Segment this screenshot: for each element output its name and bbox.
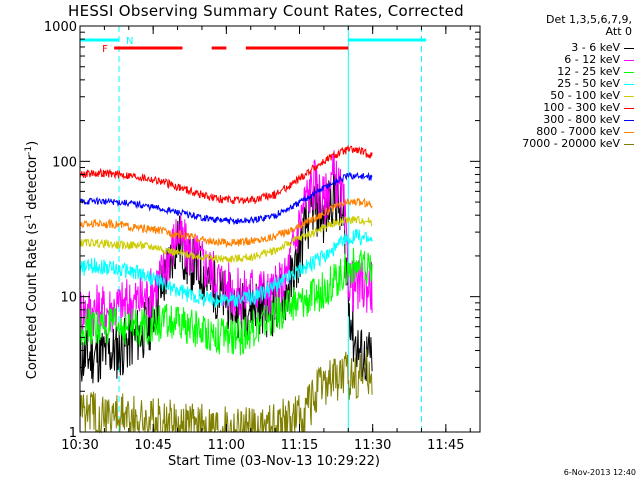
legend-swatch — [624, 95, 634, 97]
legend-swatch — [624, 83, 634, 85]
legend-item: 6 - 12 keV — [522, 54, 634, 66]
y-tick-label: 1000 — [44, 20, 77, 35]
legend-swatch — [624, 107, 634, 109]
legend-label: 7000 - 20000 keV — [522, 137, 620, 150]
series-line-8 — [79, 197, 373, 249]
y-tick-label: 1 — [69, 426, 77, 441]
legend-item: 800 - 7000 keV — [522, 126, 634, 138]
legend: 3 - 6 keV 6 - 12 keV 12 - 25 keV 25 - 50 ke… — [522, 42, 634, 150]
legend-label: 6 - 12 keV — [564, 53, 620, 66]
y-tick-label: 10 — [60, 291, 77, 306]
plot-content: NF — [79, 26, 427, 434]
legend-item: 50 - 100 keV — [522, 90, 634, 102]
legend-item: 12 - 25 keV — [522, 66, 634, 78]
legend-label: 50 - 100 keV — [550, 89, 620, 102]
legend-label: 3 - 6 keV — [571, 41, 620, 54]
x-tick-label: 11:15 — [281, 438, 318, 453]
legend-swatch — [624, 47, 634, 49]
y-tick-label: 100 — [52, 155, 77, 170]
series-line-3 — [79, 247, 373, 356]
series-line-1 — [79, 164, 373, 384]
series-line-4 — [79, 228, 373, 308]
axes: 10:30 10:45 11:00 11:15 11:30 11:45 1 10 100 1000 — [44, 20, 480, 453]
plot-timestamp: 6-Nov-2013 12:40 — [563, 468, 636, 477]
legend-label: 800 - 7000 keV — [536, 125, 620, 138]
legend-detectors: Det 1,3,5,6,7,9, — [545, 13, 632, 26]
x-tick-label: 11:30 — [354, 438, 391, 453]
legend-header: Det 1,3,5,6,7,9, Att 0 — [546, 14, 632, 38]
x-tick-label: 11:45 — [427, 438, 464, 453]
legend-item: 100 - 300 keV — [522, 102, 634, 114]
legend-swatch — [624, 59, 634, 61]
legend-label: 300 - 800 keV — [543, 113, 620, 126]
x-tick-label: 11:00 — [208, 438, 245, 453]
legend-label: 25 - 50 keV — [557, 77, 620, 90]
legend-item: 300 - 800 keV — [522, 114, 634, 126]
legend-swatch — [624, 131, 634, 133]
legend-label: 100 - 300 keV — [543, 101, 620, 114]
flag-label-n: N — [126, 36, 133, 47]
x-tick-label: 10:45 — [134, 438, 171, 453]
series-line-5 — [79, 215, 373, 264]
legend-item: 25 - 50 keV — [522, 78, 634, 90]
legend-swatch — [624, 71, 634, 73]
legend-item: 7000 - 20000 keV — [522, 138, 634, 150]
plot-frame — [79, 25, 481, 433]
x-tick-label: 10:30 — [61, 438, 98, 453]
y-axis-label: Corrected Count Rate (s-1 detector-1) — [23, 140, 41, 380]
flag-label-f: F — [102, 44, 108, 55]
legend-item: 3 - 6 keV — [522, 42, 634, 54]
chart-title: HESSI Observing Summary Count Rates, Cor… — [68, 2, 464, 20]
legend-swatch — [624, 119, 634, 121]
x-axis-label: Start Time (03-Nov-13 10:29:22) — [168, 454, 380, 469]
series-line-7 — [79, 171, 373, 225]
legend-swatch — [624, 143, 634, 145]
series-line-6 — [79, 144, 373, 205]
legend-label: 12 - 25 keV — [557, 65, 620, 78]
legend-attenuator: Att 0 — [605, 25, 632, 38]
